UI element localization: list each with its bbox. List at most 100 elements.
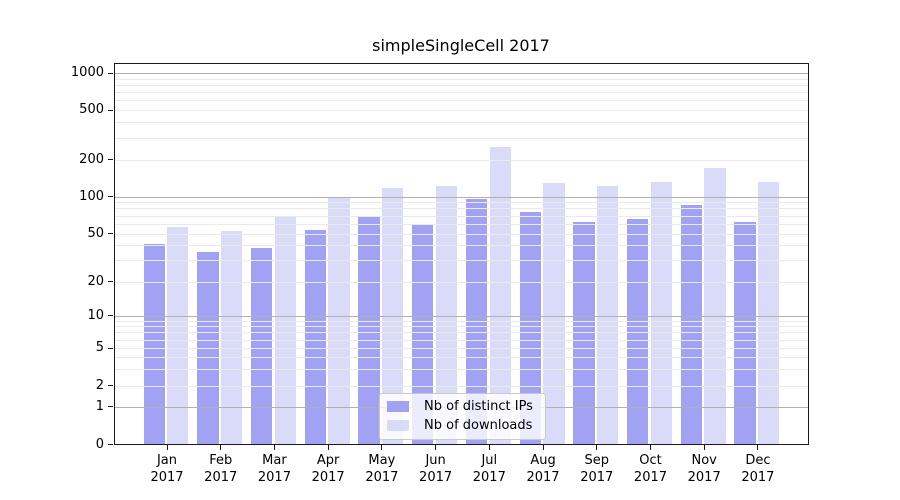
gridline bbox=[114, 245, 808, 247]
x-tick bbox=[649, 445, 651, 450]
gridline bbox=[114, 369, 808, 371]
gridline bbox=[114, 196, 808, 198]
bar-downloads-jul bbox=[489, 147, 511, 445]
y-tick-label: 10 bbox=[87, 307, 104, 323]
bar-distinct-ips-jun bbox=[412, 224, 434, 445]
x-tick bbox=[381, 445, 383, 450]
x-tick-label-apr: Apr 2017 bbox=[311, 453, 345, 485]
x-tick bbox=[488, 445, 490, 450]
x-tick-label-aug: Aug 2017 bbox=[526, 453, 560, 485]
x-tick bbox=[435, 445, 437, 450]
y-tick-label: 500 bbox=[79, 102, 104, 117]
bar-distinct-ips-mar bbox=[250, 247, 273, 445]
bar-downloads-aug bbox=[543, 183, 565, 445]
gridline bbox=[114, 100, 808, 102]
y-tick-label: 1 bbox=[95, 398, 104, 414]
y-tick bbox=[108, 159, 113, 160]
gridline bbox=[114, 208, 808, 210]
bar-downloads-oct bbox=[650, 182, 672, 445]
bar-downloads-dec bbox=[758, 182, 780, 445]
y-tick bbox=[108, 347, 113, 349]
bar-downloads-nov bbox=[704, 168, 726, 445]
gridline bbox=[114, 320, 808, 322]
y-tick-label: 100 bbox=[79, 188, 104, 204]
y-tick bbox=[108, 406, 113, 408]
x-tick-label-feb: Feb 2017 bbox=[204, 453, 238, 485]
x-tick bbox=[166, 445, 168, 450]
gridline bbox=[114, 281, 808, 283]
gridline bbox=[114, 85, 808, 87]
bar-distinct-ips-sep bbox=[573, 222, 595, 445]
x-tick-label-jan: Jan 2017 bbox=[150, 453, 184, 485]
y-tick bbox=[108, 233, 113, 234]
bar-distinct-ips-aug bbox=[519, 211, 541, 445]
gridline bbox=[114, 78, 808, 80]
legend-label-distinct-ips: Nb of distinct IPs bbox=[424, 399, 533, 414]
bar-distinct-ips-jan bbox=[143, 243, 165, 445]
gridline bbox=[114, 92, 808, 94]
y-tick-label: 0 bbox=[95, 436, 104, 452]
bar-downloads-feb bbox=[220, 231, 243, 445]
legend-item-downloads: Nb of downloads bbox=[387, 418, 533, 433]
x-tick bbox=[596, 445, 598, 450]
x-tick-label-sep: Sep 2017 bbox=[580, 453, 614, 485]
gridline bbox=[114, 348, 808, 350]
gridline bbox=[114, 315, 808, 317]
y-tick bbox=[108, 72, 113, 74]
bar-downloads-mar bbox=[274, 215, 296, 445]
bar-downloads-sep bbox=[596, 185, 619, 445]
gridline bbox=[114, 215, 808, 217]
gridline bbox=[114, 326, 808, 328]
x-tick-label-may: May 2017 bbox=[365, 453, 399, 485]
gridline bbox=[114, 332, 808, 334]
gridline bbox=[114, 122, 808, 124]
gridline bbox=[114, 339, 808, 341]
legend-swatch-downloads bbox=[387, 420, 409, 431]
x-tick bbox=[220, 445, 222, 450]
y-tick bbox=[108, 281, 113, 283]
gridline bbox=[114, 223, 808, 225]
gridline bbox=[114, 385, 808, 387]
gridline bbox=[114, 202, 808, 204]
gridline bbox=[114, 73, 808, 75]
y-tick bbox=[108, 315, 113, 317]
x-tick-label-nov: Nov 2017 bbox=[687, 453, 721, 485]
x-tick bbox=[757, 445, 759, 450]
y-tick bbox=[108, 196, 113, 197]
bar-distinct-ips-oct bbox=[626, 219, 649, 445]
gridline bbox=[114, 137, 808, 139]
gridline bbox=[114, 357, 808, 359]
x-tick bbox=[327, 445, 329, 450]
bar-distinct-ips-apr bbox=[304, 230, 326, 445]
x-tick bbox=[273, 445, 275, 450]
x-tick-label-jul: Jul 2017 bbox=[472, 453, 506, 485]
chart-title: simpleSingleCell 2017 bbox=[372, 36, 550, 55]
gridline bbox=[114, 260, 808, 262]
gridline bbox=[114, 110, 808, 111]
y-tick-label: 200 bbox=[79, 151, 104, 167]
y-tick-label: 1000 bbox=[70, 65, 104, 81]
bar-distinct-ips-may bbox=[358, 216, 380, 445]
legend: Nb of distinct IPs Nb of downloads bbox=[379, 393, 546, 440]
legend-item-distinct-ips: Nb of distinct IPs bbox=[387, 399, 533, 414]
legend-label-downloads: Nb of downloads bbox=[424, 418, 533, 433]
y-tick-label: 20 bbox=[87, 273, 104, 289]
y-tick bbox=[108, 444, 113, 445]
legend-swatch-distinct-ips bbox=[387, 401, 409, 412]
bar-distinct-ips-nov bbox=[680, 205, 702, 445]
plot-area bbox=[114, 63, 809, 445]
x-tick-label-dec: Dec 2017 bbox=[741, 453, 775, 485]
y-tick bbox=[108, 109, 113, 111]
gridline bbox=[114, 233, 808, 235]
y-tick-label: 50 bbox=[87, 225, 104, 241]
bar-distinct-ips-dec bbox=[734, 222, 756, 445]
y-tick bbox=[108, 385, 113, 387]
x-tick-label-jun: Jun 2017 bbox=[419, 453, 453, 485]
x-tick bbox=[703, 445, 705, 450]
gridline bbox=[114, 159, 808, 161]
y-tick-label: 5 bbox=[95, 340, 104, 356]
x-tick-label-mar: Mar 2017 bbox=[257, 453, 291, 485]
bar-downloads-jun bbox=[435, 186, 458, 445]
x-tick-label-oct: Oct 2017 bbox=[633, 453, 668, 485]
